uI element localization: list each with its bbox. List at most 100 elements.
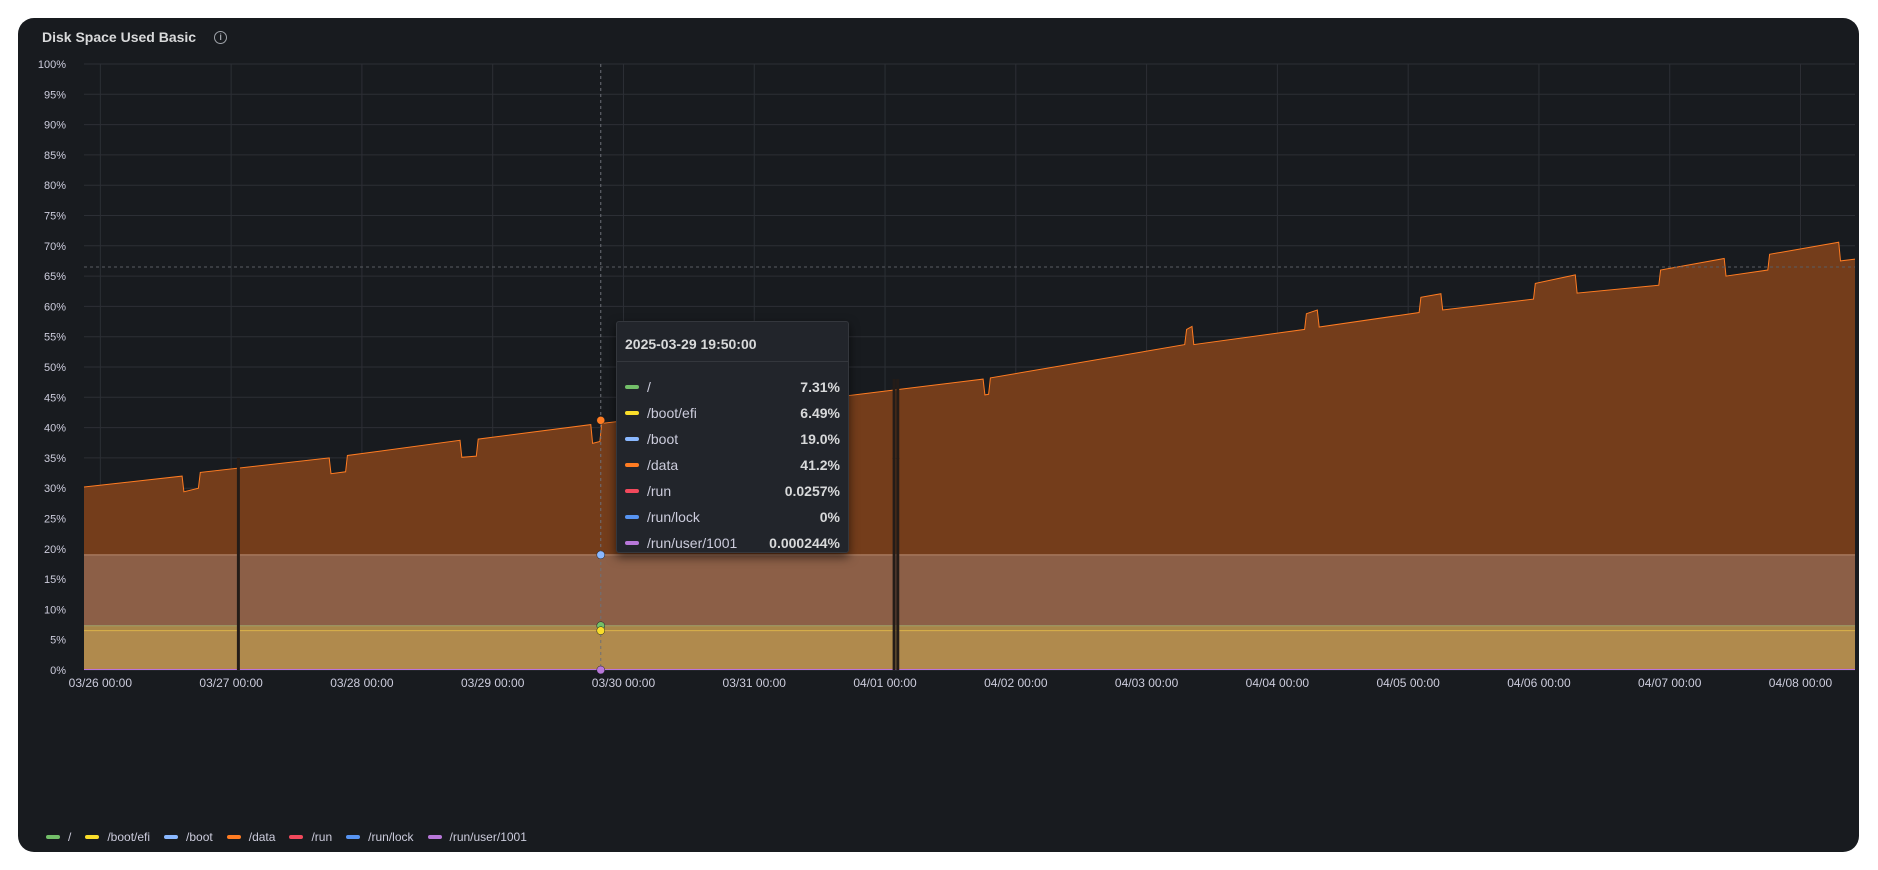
panel-title: Disk Space Used Basic: [42, 29, 197, 45]
legend-label: /: [68, 830, 72, 844]
x-tick-label: 04/07 00:00: [1638, 676, 1702, 690]
tooltip-series-value: 0.000244%: [769, 535, 840, 551]
x-tick-label: 04/02 00:00: [984, 676, 1048, 690]
tooltip-swatch: [625, 463, 639, 467]
y-tick-label: 55%: [44, 332, 66, 344]
legend-item[interactable]: /data: [226, 830, 276, 844]
chart-areas: [83, 241, 1856, 670]
legend-label: /run/user/1001: [449, 830, 527, 844]
tooltip-swatch: [625, 489, 639, 493]
x-tick-label: 04/01 00:00: [853, 676, 917, 690]
tooltip-series-name: /run: [647, 483, 672, 499]
tooltip-row: /data 41.2%: [625, 452, 840, 478]
x-tick-label: 03/30 00:00: [592, 676, 656, 690]
info-icon[interactable]: i: [214, 30, 228, 44]
legend-item[interactable]: /: [46, 830, 71, 844]
tooltip-series-name: /: [647, 379, 651, 395]
y-tick-label: 0%: [50, 665, 66, 677]
tooltip-series-name: /data: [647, 457, 679, 473]
data-gap: [236, 457, 240, 670]
chart-overlays: [84, 64, 1855, 675]
y-tick-label: 85%: [44, 150, 66, 162]
tooltip-series-value: 6.49%: [800, 405, 840, 421]
y-tick-label: 35%: [44, 453, 66, 465]
y-tick-label: 95%: [44, 89, 66, 101]
y-tick-label: 45%: [44, 392, 66, 404]
tooltip-series-name: /run/user/1001: [647, 535, 738, 551]
hover-point: [596, 626, 606, 635]
hover-tooltip: 2025-03-29 19:50:00 / 7.31% /boot/efi 6.49%…: [616, 321, 849, 553]
data-gap-upper: [896, 379, 900, 459]
x-tick-label: 03/31 00:00: [723, 676, 787, 690]
x-axis: 03/26 00:00 03/27 00:00 03/28 00:00 03/29 0…: [69, 676, 1833, 690]
legend-swatch: [289, 835, 304, 839]
x-tick-label: 04/03 00:00: [1115, 676, 1179, 690]
y-tick-label: 20%: [44, 544, 66, 556]
y-tick-label: 25%: [44, 514, 66, 526]
dashboard-panel: Disk Space Used Basic i 100% 95% 90% 85% 80%…: [18, 18, 1859, 852]
legend-label: /data: [248, 830, 276, 844]
tooltip-series-value: 19.0%: [800, 431, 840, 447]
y-tick-label: 80%: [44, 180, 66, 192]
legend-swatch: [164, 835, 179, 839]
hover-point: [596, 665, 606, 675]
tooltip-swatch: [625, 411, 639, 415]
tooltip-series-value: 0%: [819, 509, 840, 525]
y-tick-label: 10%: [44, 604, 66, 616]
y-tick-label: 15%: [44, 574, 66, 586]
tooltip-series-name: /boot: [647, 431, 679, 447]
tooltip-series-value: 41.2%: [800, 457, 840, 473]
legend-label: /boot: [186, 830, 213, 844]
tooltip-series-name: /boot/efi: [647, 405, 697, 421]
legend-label: /run/lock: [368, 830, 414, 844]
panel-header[interactable]: Disk Space Used Basic i: [42, 24, 228, 50]
y-tick-label: 60%: [44, 301, 66, 313]
y-tick-label: 50%: [44, 362, 66, 374]
legend-swatch: [346, 835, 361, 839]
legend-swatch: [46, 835, 60, 839]
tooltip-rows: / 7.31% /boot/efi 6.49% /boot 19.0% /data 41.2%…: [625, 374, 840, 556]
tooltip-timestamp: 2025-03-29 19:50:00: [625, 336, 757, 352]
tooltip-series-value: 0.0257%: [784, 483, 840, 499]
tooltip-row: / 7.31%: [625, 374, 840, 400]
tooltip-swatch: [625, 515, 639, 519]
legend-item[interactable]: /boot: [164, 830, 213, 844]
y-tick-label: 100%: [38, 59, 66, 71]
series-area-boot-efi: [84, 630, 1855, 670]
legend-item[interactable]: /run/lock: [346, 830, 414, 844]
legend-swatch: [427, 835, 442, 839]
tooltip-swatch: [625, 541, 639, 545]
chart-legend: / /boot/efi/boot/data/run/run/lock/run/us…: [46, 830, 527, 844]
data-gap: [892, 457, 896, 670]
y-tick-label: 5%: [50, 635, 66, 647]
tooltip-row: /boot 19.0%: [625, 426, 840, 452]
x-tick-label: 03/27 00:00: [199, 676, 263, 690]
tooltip-swatch: [625, 437, 639, 441]
tooltip-row: /boot/efi 6.49%: [625, 400, 840, 426]
y-axis: 100% 95% 90% 85% 80% 75% 70% 65% 60% 55% 50% 45% 40%…: [38, 59, 66, 677]
data-gap: [896, 457, 900, 670]
y-tick-label: 70%: [44, 241, 66, 253]
tooltip-divider: [617, 361, 848, 362]
x-tick-label: 03/28 00:00: [330, 676, 394, 690]
tooltip-row: /run/user/1001 0.000244%: [625, 530, 840, 556]
legend-item[interactable]: /boot/efi: [85, 830, 150, 844]
x-tick-label: 04/05 00:00: [1376, 676, 1440, 690]
legend-item[interactable]: /run: [289, 830, 332, 844]
legend-label: /boot/efi: [107, 830, 151, 844]
series-line-data: [83, 241, 1856, 493]
hover-point: [596, 550, 606, 560]
tooltip-swatch: [625, 385, 639, 389]
data-gap-upper: [892, 379, 896, 459]
x-tick-label: 03/29 00:00: [461, 676, 525, 690]
x-tick-label: 04/06 00:00: [1507, 676, 1571, 690]
legend-item[interactable]: /run/user/1001: [427, 830, 527, 844]
disk-usage-chart[interactable]: 100% 95% 90% 85% 80% 75% 70% 65% 60% 55% 50% 45% 40%…: [18, 18, 1859, 852]
y-tick-label: 40%: [44, 423, 66, 435]
y-tick-label: 75%: [44, 211, 66, 223]
tooltip-row: /run/lock 0%: [625, 504, 840, 530]
tooltip-row: /run 0.0257%: [625, 478, 840, 504]
x-tick-label: 04/04 00:00: [1246, 676, 1310, 690]
x-tick-label: 04/08 00:00: [1769, 676, 1833, 690]
hover-point: [596, 416, 606, 425]
